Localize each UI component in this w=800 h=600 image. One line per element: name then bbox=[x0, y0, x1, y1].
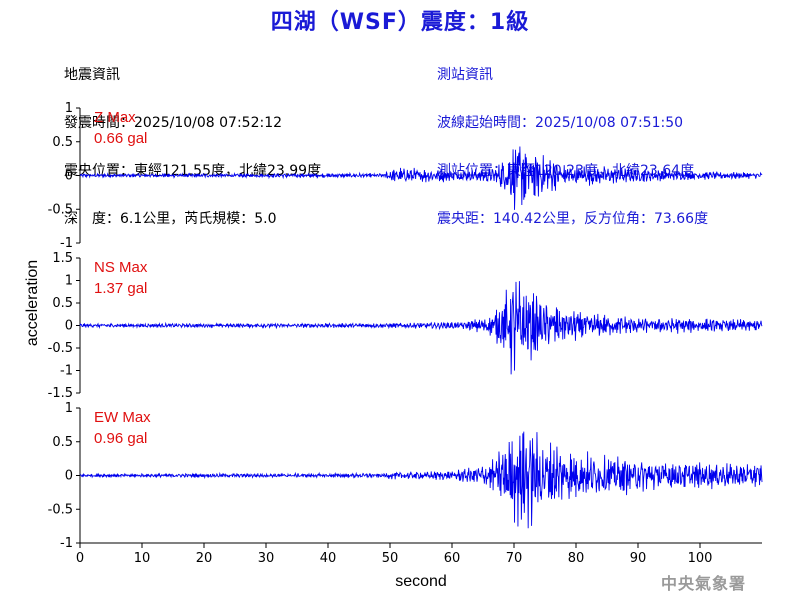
x-tick-label: 100 bbox=[688, 551, 713, 566]
station-info-start-time: 波線起始時間：2025/10/08 07:51:50 bbox=[437, 115, 684, 131]
ew-peak-label: EW Max bbox=[94, 409, 151, 426]
x-axis-title: second bbox=[395, 573, 447, 590]
x-tick-label: 80 bbox=[568, 551, 585, 566]
x-tick-label: 70 bbox=[506, 551, 523, 566]
quake-info-depth-magnitude: 深 度：6.1公里，芮氏規模：5.0 bbox=[64, 211, 277, 227]
ns-y-tick-label: 1 bbox=[65, 274, 73, 289]
station-info-distance: 震央距：140.42公里，反方位角：73.66度 bbox=[437, 211, 709, 227]
agency-footer: 中央氣象署 bbox=[660, 574, 746, 593]
y-axis-title: acceleration bbox=[24, 260, 41, 346]
quake-info-origin-time: 發震時間：2025/10/08 07:52:12 bbox=[64, 115, 283, 131]
z-y-tick-label: 0.5 bbox=[52, 135, 73, 150]
ew-waveform-trace bbox=[79, 431, 763, 529]
ns-y-tick-label: 0.5 bbox=[52, 296, 73, 311]
x-tick-label: 10 bbox=[134, 551, 151, 566]
z-y-tick-label: 1 bbox=[65, 101, 73, 116]
ns-y-tick-label: -1 bbox=[60, 364, 73, 379]
ns-y-tick-label: 0 bbox=[65, 319, 73, 334]
z-peak-value: 0.66 gal bbox=[94, 130, 147, 147]
ew-y-tick-label: -0.5 bbox=[48, 502, 73, 517]
station-info-header: 測站資訊 bbox=[437, 67, 493, 83]
x-tick-label: 50 bbox=[382, 551, 399, 566]
ns-y-tick-label: -0.5 bbox=[48, 341, 73, 356]
ew-y-tick-label: 0 bbox=[65, 469, 73, 484]
z-y-tick-label: 0 bbox=[65, 169, 73, 184]
x-tick-label: 90 bbox=[630, 551, 647, 566]
ns-waveform-trace bbox=[79, 281, 763, 375]
ns-y-tick-label: 1.5 bbox=[52, 251, 73, 266]
ns-peak-value: 1.37 gal bbox=[94, 280, 147, 297]
z-peak-label: Z Max bbox=[94, 109, 136, 126]
ew-y-tick-label: 1 bbox=[65, 401, 73, 416]
x-tick-label: 40 bbox=[320, 551, 337, 566]
quake-info-header: 地震資訊 bbox=[64, 67, 120, 83]
ew-y-tick-label: -1 bbox=[60, 536, 73, 551]
ns-peak-label: NS Max bbox=[94, 259, 148, 276]
x-tick-label: 30 bbox=[258, 551, 275, 566]
x-tick-label: 60 bbox=[444, 551, 461, 566]
x-tick-label: 20 bbox=[196, 551, 213, 566]
x-tick-label: 0 bbox=[76, 551, 84, 566]
quake-info: 地震資訊 發震時間：2025/10/08 07:52:12 震央位置：東經121… bbox=[64, 35, 321, 243]
z-y-tick-label: -0.5 bbox=[48, 202, 73, 217]
ns-y-tick-label: -1.5 bbox=[48, 386, 73, 401]
ew-peak-value: 0.96 gal bbox=[94, 430, 147, 447]
z-y-tick-label: -1 bbox=[60, 236, 73, 251]
chart-title: 四湖（WSF）震度：1級 bbox=[270, 10, 530, 35]
ew-y-tick-label: 0.5 bbox=[52, 435, 73, 450]
z-waveform-trace bbox=[79, 146, 763, 210]
